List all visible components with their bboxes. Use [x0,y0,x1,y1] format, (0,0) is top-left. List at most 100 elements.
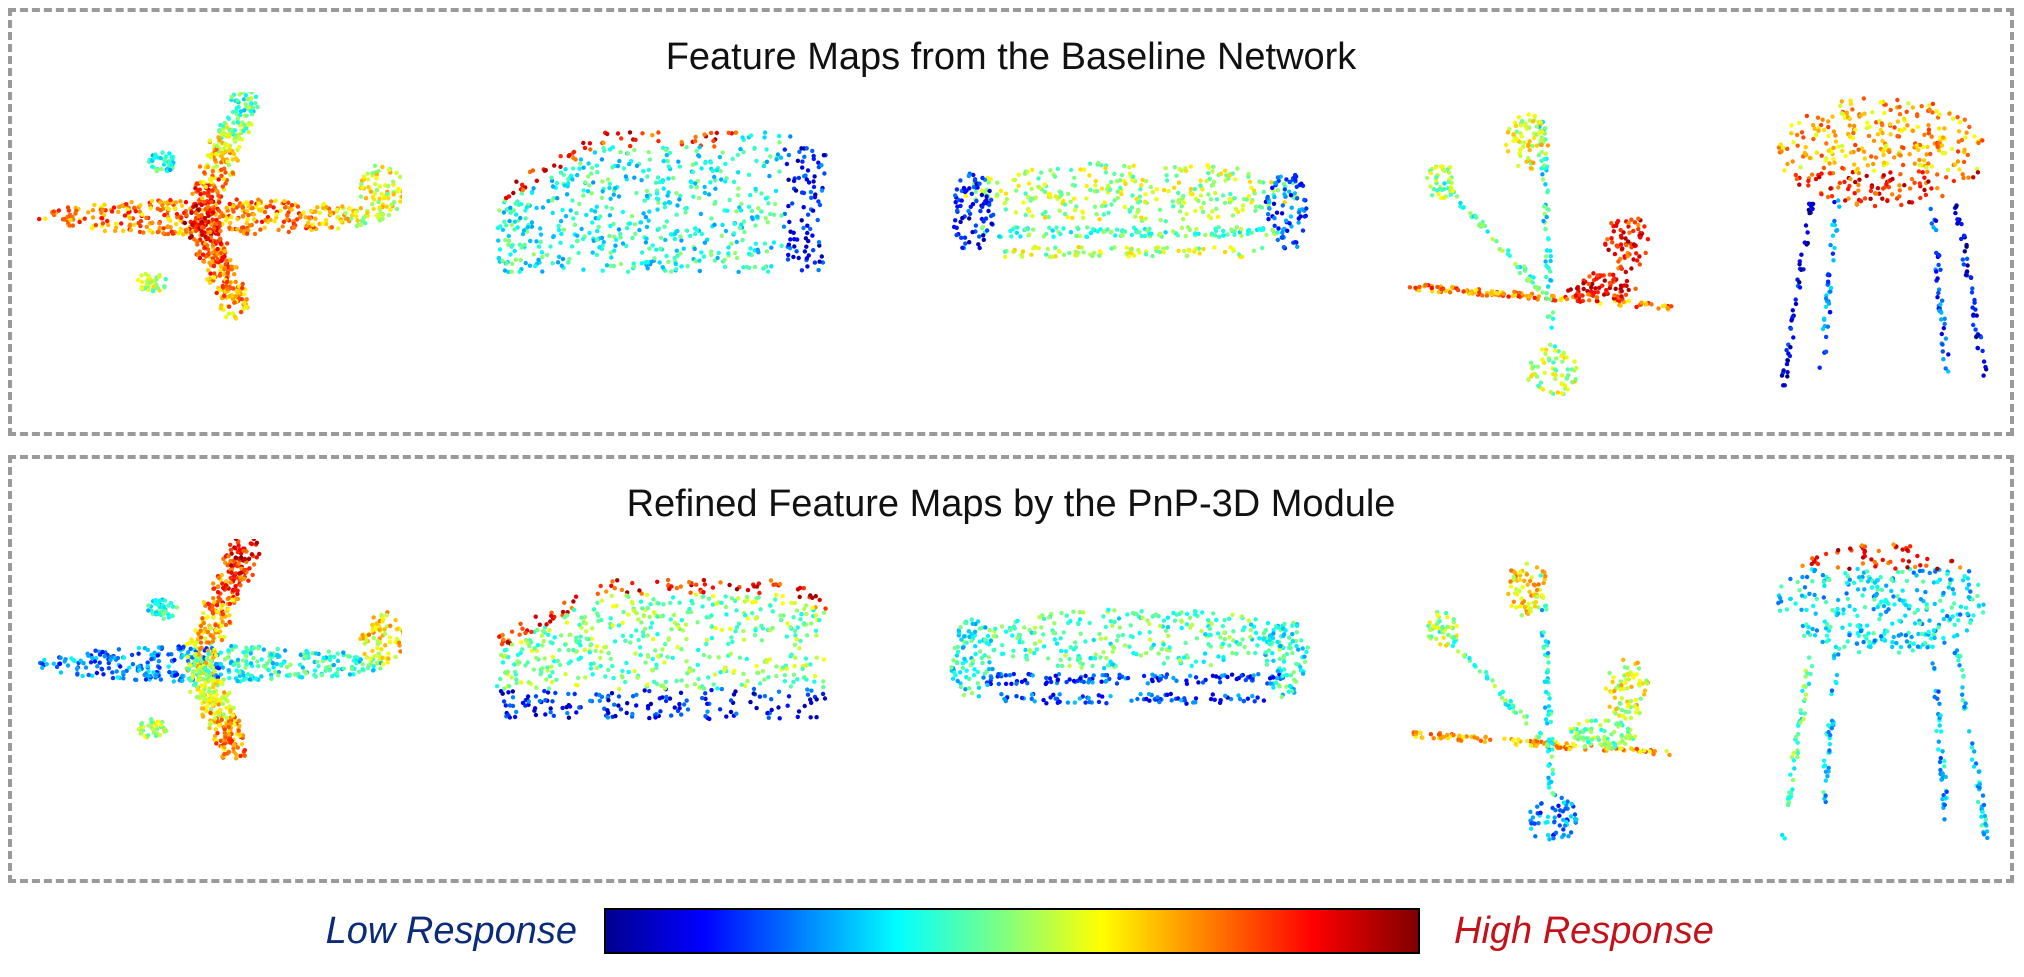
point [1157,207,1163,212]
point [1910,128,1916,134]
point [1212,233,1218,238]
point [503,195,509,201]
point [723,228,729,234]
point [589,208,594,213]
point [149,198,155,204]
point [607,233,612,239]
point [1940,349,1945,354]
point [219,264,224,269]
point [748,133,754,138]
point [604,204,609,210]
point [802,606,807,612]
point [701,593,706,599]
point [1826,133,1831,139]
point [1546,265,1551,270]
point [274,212,279,217]
point [958,219,963,225]
point [210,207,216,212]
point [619,136,624,141]
point [1120,228,1125,233]
point [233,294,238,299]
point [226,116,232,121]
point [275,652,280,658]
point [630,580,635,586]
point [226,304,232,309]
point [88,660,94,665]
point [1101,212,1106,217]
point [1592,290,1597,295]
point [1062,202,1068,207]
point [559,263,564,268]
point [509,222,514,228]
point [1619,235,1624,240]
point [1012,247,1017,253]
point [600,179,605,184]
point [735,152,741,158]
point [58,670,64,675]
point [1939,331,1944,337]
point [1594,276,1599,281]
point [152,601,158,606]
point [520,187,526,193]
point [1068,230,1074,235]
point [627,161,632,167]
point [242,122,247,127]
point [139,273,144,278]
point [149,717,154,722]
point [272,219,277,224]
point [1212,245,1217,250]
point [694,582,699,587]
point [249,92,254,95]
point [588,147,593,152]
point [571,216,576,221]
point [1544,274,1549,280]
point [696,153,701,158]
point [1887,122,1893,127]
point [805,230,810,236]
point [814,633,819,638]
point [986,180,991,185]
point [692,682,698,687]
point [1953,204,1959,209]
point [211,581,216,586]
point [962,188,968,194]
point [1085,225,1090,230]
point [1548,342,1553,347]
point [620,241,626,246]
point [1825,324,1831,329]
point [571,166,576,171]
point [1928,206,1933,212]
point [1272,223,1277,228]
point [1626,239,1631,244]
point [237,673,242,679]
point [1960,172,1965,177]
point [380,216,385,221]
point [213,151,219,157]
point [656,197,661,202]
point [821,610,827,615]
point [1177,166,1182,172]
point [384,191,390,197]
point [536,244,542,249]
point [501,210,507,215]
point [1417,284,1422,290]
point [726,641,731,647]
point [178,229,183,234]
point [1232,232,1237,237]
point [324,218,329,223]
point [161,604,167,610]
point [1535,364,1540,369]
point [556,254,562,259]
point [1625,254,1630,259]
point [253,101,258,106]
point [1435,284,1440,290]
point [809,195,814,200]
point [1196,246,1202,251]
point [738,208,744,213]
point [1930,101,1936,107]
point [171,679,176,684]
point [1252,191,1257,196]
point [374,172,380,177]
point [379,191,384,197]
point [587,141,593,146]
